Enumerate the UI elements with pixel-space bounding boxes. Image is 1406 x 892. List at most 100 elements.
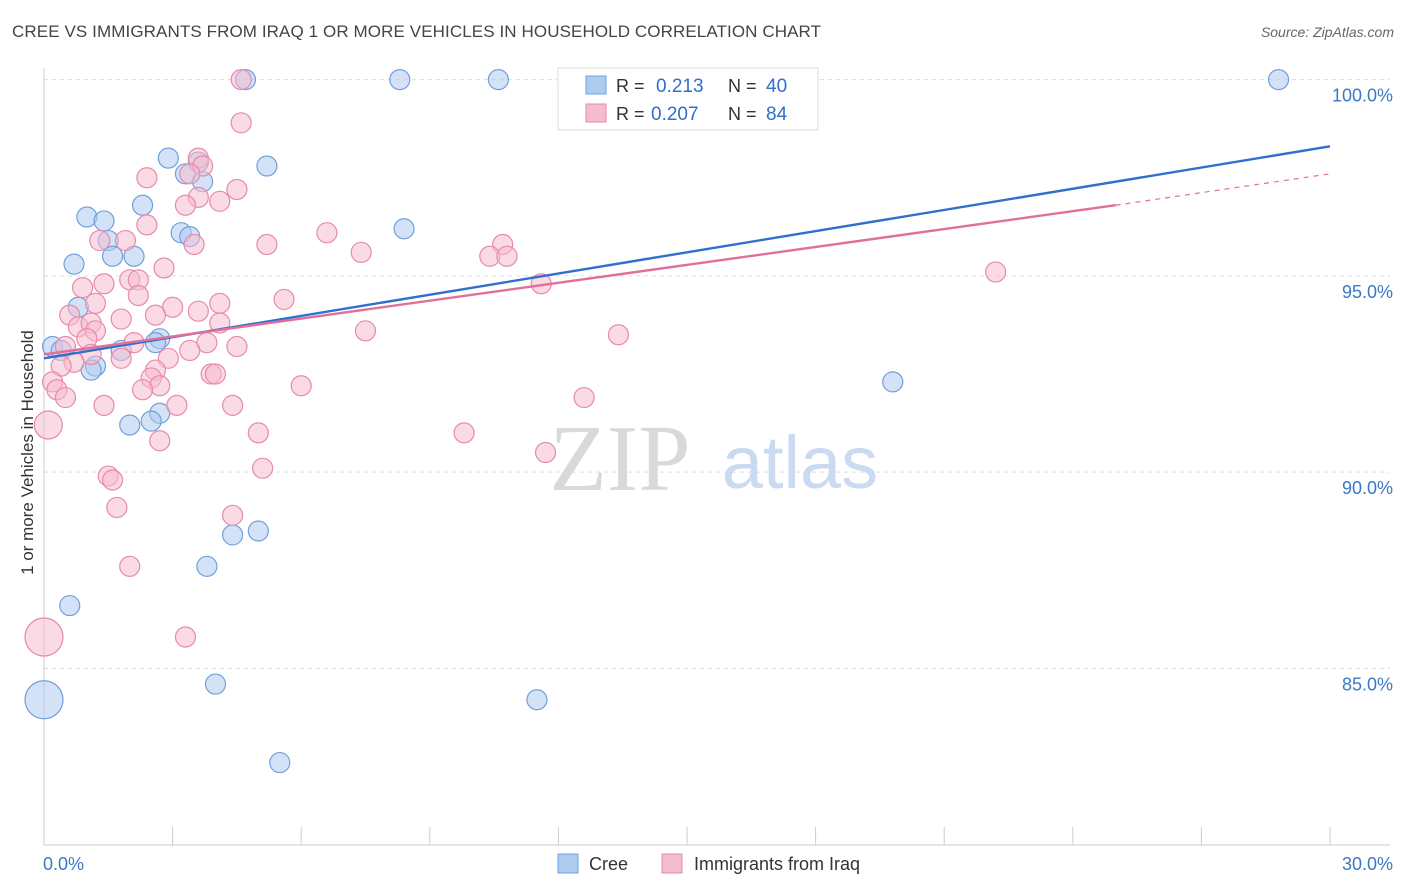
iraq-point: [119, 555, 141, 577]
x-tick-label: 30.0%: [1342, 854, 1393, 874]
source-label: Source: ZipAtlas.com: [1260, 24, 1394, 40]
cree-point: [119, 414, 141, 436]
iraq-point: [33, 410, 63, 440]
iraq-point: [256, 233, 278, 256]
iraq-point: [222, 504, 244, 526]
iraq-point: [230, 69, 252, 91]
cree-point: [882, 371, 904, 393]
iraq-point: [354, 320, 377, 342]
iraq-point: [985, 261, 1007, 283]
iraq-point: [573, 386, 595, 409]
cree-point: [24, 680, 64, 720]
cree-point: [526, 689, 548, 711]
iraq-point: [131, 379, 154, 401]
iraq-point: [136, 167, 158, 189]
iraq-point: [84, 292, 107, 314]
iraq-point: [273, 288, 295, 311]
cree-point: [204, 673, 227, 695]
iraq-point: [183, 233, 205, 256]
iraq-point: [247, 422, 269, 444]
y-axis-title: 1 or more Vehicles in Household: [18, 330, 37, 575]
iraq-point: [54, 386, 77, 409]
iraq-point: [174, 626, 197, 648]
iraq-point: [222, 394, 244, 416]
cree-point: [269, 751, 291, 774]
iraq-point: [110, 347, 132, 369]
y-tick-label: 100.0%: [1332, 86, 1393, 106]
cree-point: [256, 155, 278, 177]
iraq-point: [127, 284, 149, 307]
iraq-point: [316, 222, 338, 244]
bottom-legend-swatch-iraq: [661, 853, 683, 874]
cree-point: [1267, 69, 1290, 91]
bottom-legend-label-iraq: Immigrants from Iraq: [694, 854, 860, 874]
iraq-point: [24, 617, 64, 657]
cree-point: [131, 194, 154, 216]
cree-point: [389, 69, 411, 91]
iraq-point: [149, 430, 171, 452]
iraq-point: [534, 441, 557, 464]
cree-point: [76, 206, 98, 228]
axis-labels: 85.0% 90.0% 95.0% 100.0% 0.0% 30.0% 1 or more …: [18, 86, 1393, 874]
iraq-point: [230, 112, 252, 134]
chart-title: CREE VS IMMIGRANTS FROM IRAQ 1 OR MORE V…: [12, 22, 822, 41]
legend-r-label-iraq: R =: [616, 104, 645, 124]
legend-r-label-cree: R =: [616, 76, 645, 96]
cree-point: [393, 218, 415, 240]
cree-point: [487, 69, 509, 91]
legend-n-label-iraq: N =: [728, 104, 757, 124]
iraq-point: [350, 241, 372, 263]
correlation-legend: R = 0.213 N = 40 R = 0.207 N = 84: [557, 67, 819, 131]
iraq-point: [166, 394, 188, 416]
legend-r-value-iraq: 0.207: [651, 104, 699, 125]
trend-line-cree: [43, 145, 1331, 360]
iraq-point: [290, 375, 312, 397]
bottom-legend-swatch-cree: [557, 853, 579, 874]
iraq-point: [144, 304, 167, 326]
cree-point: [157, 147, 179, 169]
iraq-point: [174, 194, 197, 216]
iraq-point: [187, 300, 209, 322]
legend-swatch-iraq: [585, 103, 607, 123]
iraq-point: [209, 190, 231, 212]
iraq-point: [71, 277, 94, 299]
iraq-point: [453, 422, 475, 444]
iraq-point: [101, 469, 124, 491]
watermark-zip: ZIP: [550, 407, 691, 511]
iraq-point: [179, 163, 201, 185]
gridlines: [44, 79, 1390, 669]
trend-line-iraq: [43, 204, 1116, 356]
iraq-point: [106, 496, 128, 519]
cree-point: [140, 410, 162, 432]
iraq-point: [607, 324, 630, 346]
cree-point: [59, 594, 81, 617]
iraq-point: [89, 229, 111, 252]
trend-line-iraq-extension: [1115, 173, 1331, 206]
iraq-point: [209, 292, 231, 314]
iraq-point: [252, 457, 274, 479]
bottom-legend: Cree Immigrants from Iraq: [557, 853, 860, 874]
cree-point: [196, 555, 218, 577]
iraq-point: [226, 178, 248, 201]
iraq-point: [114, 229, 137, 252]
x-tick-label: 0.0%: [43, 854, 84, 874]
iraq-point: [136, 214, 158, 236]
legend-r-value-cree: 0.213: [656, 76, 704, 97]
series-iraq-points: [24, 69, 1007, 657]
iraq-point: [179, 339, 201, 362]
watermark: ZIP atlas: [550, 407, 879, 511]
cree-point: [247, 520, 269, 542]
iraq-point: [149, 375, 171, 397]
cree-point: [222, 524, 244, 546]
cree-point: [63, 253, 85, 275]
iraq-point: [153, 257, 175, 279]
legend-swatch-cree: [585, 75, 607, 95]
legend-n-value-iraq: 84: [766, 104, 788, 125]
y-tick-label: 95.0%: [1342, 282, 1393, 302]
y-tick-label: 85.0%: [1342, 674, 1393, 694]
watermark-atlas: atlas: [722, 421, 878, 504]
legend-n-value-cree: 40: [766, 76, 787, 97]
iraq-point: [93, 394, 115, 416]
legend-n-label-cree: N =: [728, 76, 757, 96]
iraq-point: [226, 335, 248, 358]
